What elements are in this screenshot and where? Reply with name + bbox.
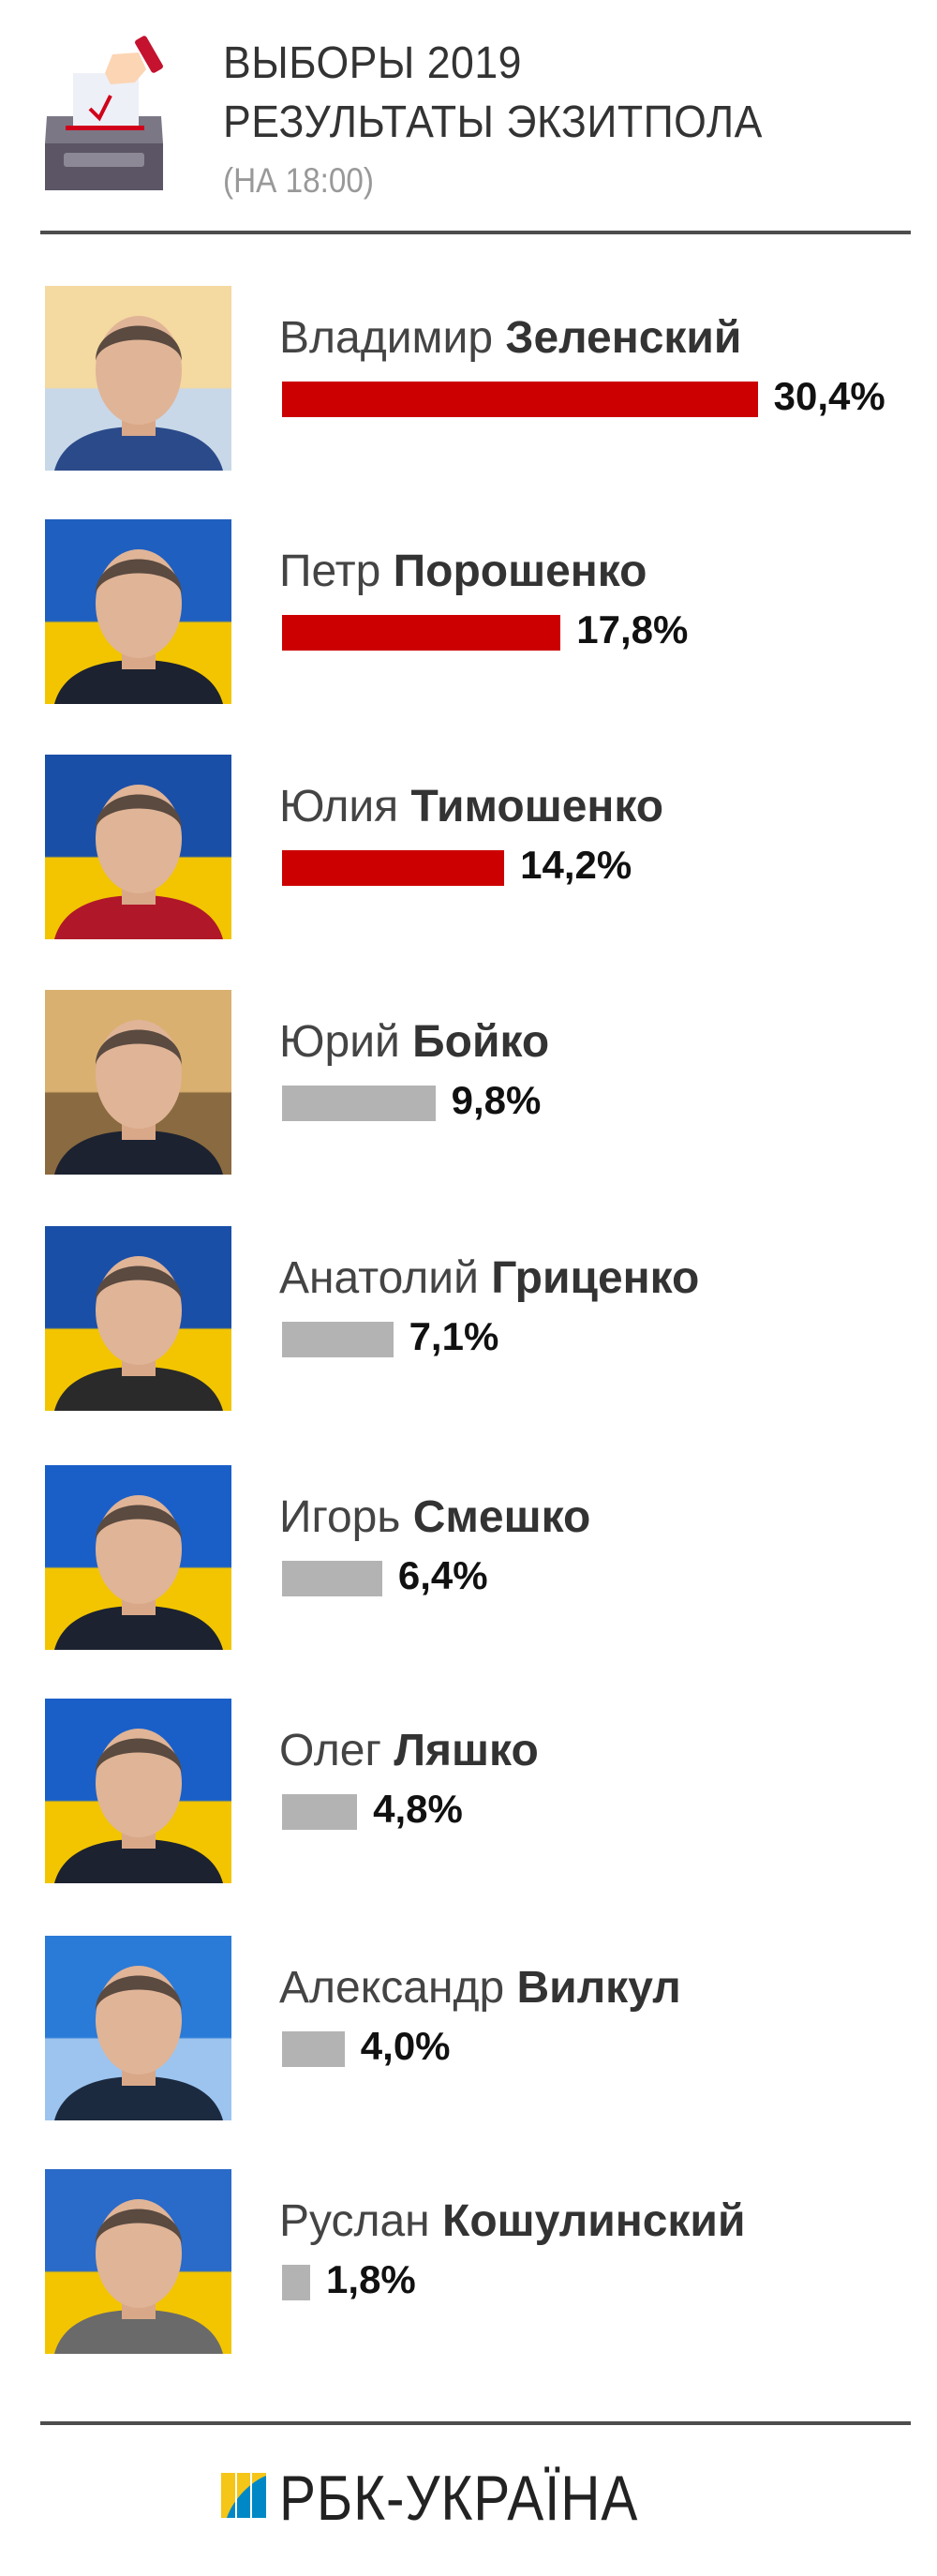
result-bar [282,2265,311,2300]
last-name: Вилкул [516,1963,681,2013]
candidate-name: Олег Ляшко [279,1725,539,1776]
candidate-row: Александр Вилкул 4,0% [0,1936,937,2123]
candidate-photo [45,519,231,704]
candidate-photo [45,755,231,939]
first-name: Анатолий [279,1253,479,1303]
first-name: Олег [279,1726,382,1775]
candidate-photo [45,1936,231,2120]
first-name: Владимир [279,313,494,363]
first-name: Юрий [279,1017,400,1067]
logo-text: РБК-УКРАЇНА [279,2463,639,2534]
candidate-name: Петр Порошенко [279,546,647,597]
result-value: 1,8% [326,2257,416,2301]
candidate-photo [45,990,231,1175]
first-name: Юлия [279,782,399,831]
title-line-1: ВЫБОРЫ 2019 [223,38,522,88]
candidate-name: Владимир Зеленский [279,312,741,364]
candidate-row: Анатолий Гриценко 7,1% [0,1226,937,1414]
result-bar [282,1561,382,1596]
candidate-row: Юрий Бойко 9,8% [0,990,937,1177]
ballot-box-icon [45,36,163,190]
last-name: Зеленский [505,313,742,363]
candidate-photo [45,1465,231,1650]
candidate-name: Руслан Кошулинский [279,2195,745,2247]
last-name: Кошулинский [442,2196,746,2246]
result-bar [282,615,561,651]
result-bar [282,382,758,417]
result-value: 9,8% [451,1078,542,1122]
first-name: Игорь [279,1492,401,1542]
candidate-photo [45,2169,231,2354]
result-value: 17,8% [576,607,689,651]
first-name: Руслан [279,2196,430,2246]
result-bar [282,850,505,886]
candidate-photo [45,1226,231,1411]
result-bar [282,1086,436,1121]
first-name: Петр [279,547,381,596]
last-name: Гриценко [491,1253,700,1303]
candidate-name: Юлия Тимошенко [279,781,663,832]
result-value: 4,0% [360,2024,451,2068]
last-name: Смешко [412,1492,591,1542]
result-value: 7,1% [409,1314,499,1358]
first-name: Александр [279,1963,505,2013]
candidate-photo [45,1699,231,1883]
result-bar [282,2031,345,2067]
result-value: 4,8% [373,1787,463,1831]
result-bar [282,1322,394,1357]
candidate-name: Александр Вилкул [279,1962,681,2014]
result-bar [282,1794,358,1830]
result-value: 14,2% [520,843,632,887]
result-value: 30,4% [773,374,885,418]
candidate-row: Игорь Смешко 6,4% [0,1465,937,1653]
candidate-row: Руслан Кошулинский 1,8% [0,2169,937,2357]
candidate-row: Владимир Зеленский 30,4% [0,286,937,473]
rbc-ukraine-logo: РБК-УКРАЇНА [221,2463,727,2534]
candidate-row: Юлия Тимошенко 14,2% [0,755,937,942]
candidate-name: Анатолий Гриценко [279,1252,699,1304]
candidate-row: Олег Ляшко 4,8% [0,1699,937,1886]
candidate-name: Юрий Бойко [279,1016,549,1068]
candidate-name: Игорь Смешко [279,1491,590,1543]
last-name: Ляшко [394,1726,539,1775]
candidate-row: Петр Порошенко 17,8% [0,519,937,707]
footer-divider [40,2421,911,2425]
title-line-2: РЕЗУЛЬТАТЫ ЭКЗИТПОЛА [223,97,763,147]
last-name: Порошенко [393,547,647,596]
last-name: Бойко [412,1017,550,1067]
subtitle-time: (НА 18:00) [223,161,375,200]
candidate-photo [45,286,231,471]
result-value: 6,4% [397,1553,488,1597]
last-name: Тимошенко [410,782,664,831]
header-divider [40,231,911,234]
rbc-logo-mark-icon [221,2473,266,2518]
